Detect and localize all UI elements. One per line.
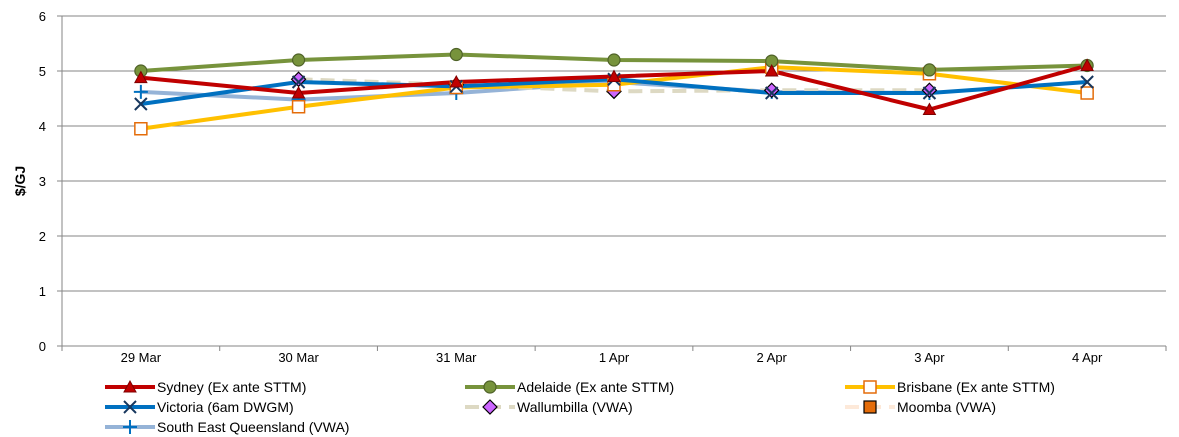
legend-label: Adelaide (Ex ante STTM) (517, 379, 674, 395)
data-point (1080, 58, 1094, 71)
data-point (922, 102, 937, 115)
legend-label: South East Queensland (VWA) (157, 419, 349, 435)
data-point (449, 74, 464, 88)
legend-item: Brisbane (Ex ante STTM) (845, 379, 1055, 395)
data-point (133, 84, 148, 99)
x-tick-label: 1 Apr (599, 350, 630, 365)
data-point (765, 86, 779, 100)
legend-item: Moomba (VWA) (845, 399, 996, 415)
data-point (922, 63, 937, 77)
x-tick-label: 2 Apr (757, 350, 788, 365)
y-tick-label: 4 (39, 119, 46, 134)
y-tick-label: 6 (39, 9, 46, 24)
x-tick-label: 30 Mar (278, 350, 319, 365)
legend-label: Moomba (VWA) (897, 399, 996, 415)
data-point (607, 53, 621, 67)
data-point (134, 122, 148, 136)
axes: 0 1 2 3 4 5 6 29 Mar 30 Mar 31 Mar 1 Apr 2 Apr 3 Apr… (39, 9, 1167, 365)
data-point (607, 69, 621, 82)
legend-item: South East Queensland (VWA) (105, 419, 349, 435)
x-tick-label: 29 Mar (121, 350, 162, 365)
legend-label: Wallumbilla (VWA) (517, 399, 633, 415)
legend-item: Victoria (6am DWGM) (105, 399, 294, 415)
legend-swatch-marker (123, 379, 137, 393)
data-point (1080, 86, 1094, 100)
data-point (1080, 75, 1094, 89)
data-point (449, 47, 463, 62)
data-point (763, 82, 780, 99)
series-markers (133, 47, 1094, 136)
x-tick-label: 31 Mar (436, 350, 477, 365)
legend-label: Brisbane (Ex ante STTM) (897, 379, 1055, 395)
x-tick-label: 3 Apr (914, 350, 945, 365)
legend-swatch-marker (123, 400, 137, 414)
legend-swatch-marker (483, 380, 497, 394)
data-point (134, 97, 148, 111)
data-point (291, 85, 306, 99)
y-tick-label: 1 (39, 284, 46, 299)
y-tick-label: 2 (39, 229, 46, 244)
legend-item: Sydney (Ex ante STTM) (105, 379, 306, 395)
legend-swatch-marker (863, 380, 877, 394)
y-tick-label: 3 (39, 174, 46, 189)
legend: Sydney (Ex ante STTM) Adelaide (Ex ante S… (105, 379, 1055, 435)
data-point (291, 75, 306, 89)
y-axis-label: $/GJ (12, 166, 28, 196)
y-tick-label: 5 (39, 64, 46, 79)
legend-item: Adelaide (Ex ante STTM) (465, 379, 674, 395)
legend-item: Wallumbilla (VWA) (465, 399, 633, 415)
data-point (291, 53, 306, 67)
data-point (291, 100, 306, 114)
data-point (134, 70, 148, 84)
data-point (921, 82, 938, 99)
y-tick-label: 0 (39, 339, 46, 354)
legend-label: Victoria (6am DWGM) (157, 399, 294, 415)
legend-label: Sydney (Ex ante STTM) (157, 379, 306, 395)
x-tick-label: 4 Apr (1072, 350, 1103, 365)
legend-swatch-marker (482, 399, 498, 415)
data-point (922, 86, 937, 100)
legend-swatch-marker (863, 400, 877, 414)
data-point (764, 63, 779, 77)
legend-swatch-marker (123, 420, 137, 434)
